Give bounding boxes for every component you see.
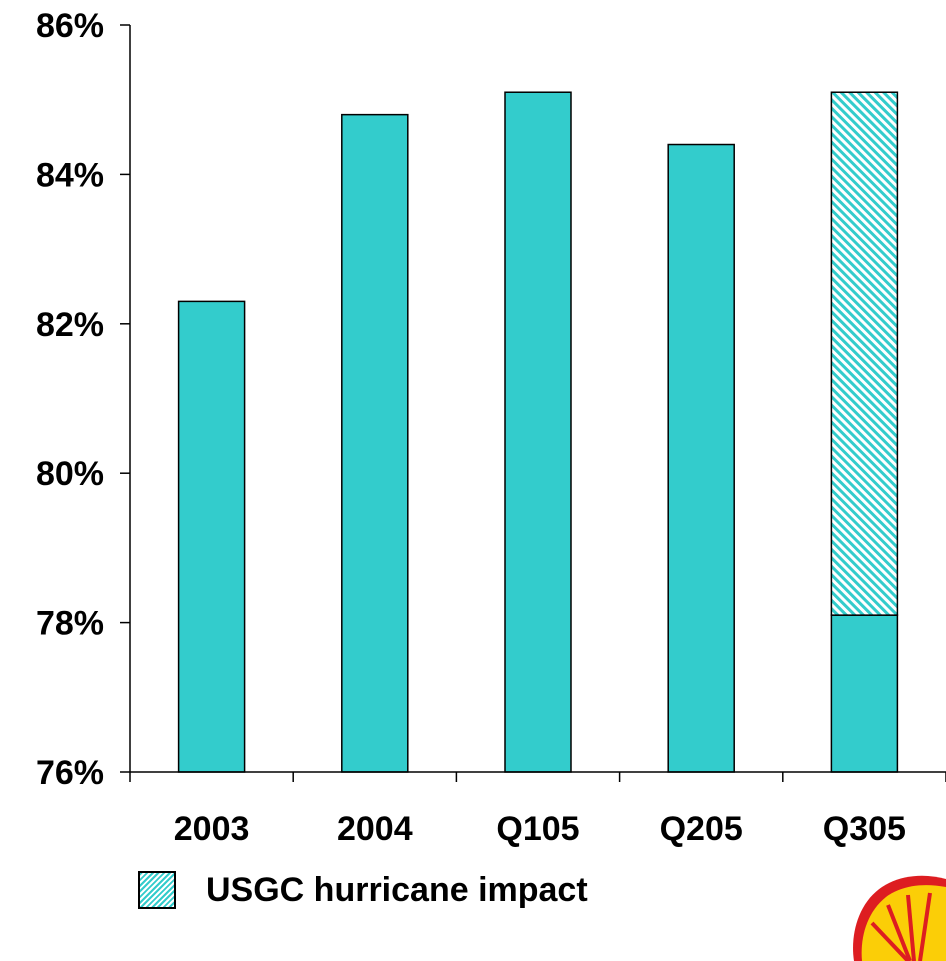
- y-tick-label: 76%: [36, 754, 104, 792]
- legend-label: USGC hurricane impact: [206, 870, 588, 909]
- bar-Q105: [504, 91, 572, 773]
- y-tick-label: 80%: [36, 455, 104, 493]
- legend-swatch-hatched: [138, 871, 176, 909]
- x-tick-label-2004: 2004: [337, 810, 413, 848]
- shell-logo-icon: [853, 875, 946, 961]
- bar-Q305: [830, 614, 899, 773]
- y-tick-label: 78%: [36, 605, 104, 643]
- bar-2004: [341, 113, 409, 773]
- x-tick-label-2003: 2003: [174, 810, 250, 848]
- y-tick-label: 82%: [36, 306, 104, 344]
- x-tick-label-Q305: Q305: [823, 810, 906, 848]
- x-tick-label-Q205: Q205: [660, 810, 743, 848]
- bar-2003: [177, 300, 246, 773]
- bar-Q205: [667, 143, 735, 773]
- hurricane-impact-bar-Q305: [830, 91, 899, 616]
- legend: USGC hurricane impact: [138, 870, 588, 910]
- bar-chart: 76% 78% 80% 82% 84% 86% 2003 2004 Q105 Q205 Q305: [36, 7, 946, 848]
- x-tick-label-Q105: Q105: [496, 810, 579, 848]
- y-tick-label: 84%: [36, 156, 104, 194]
- y-tick-label: 86%: [36, 7, 104, 45]
